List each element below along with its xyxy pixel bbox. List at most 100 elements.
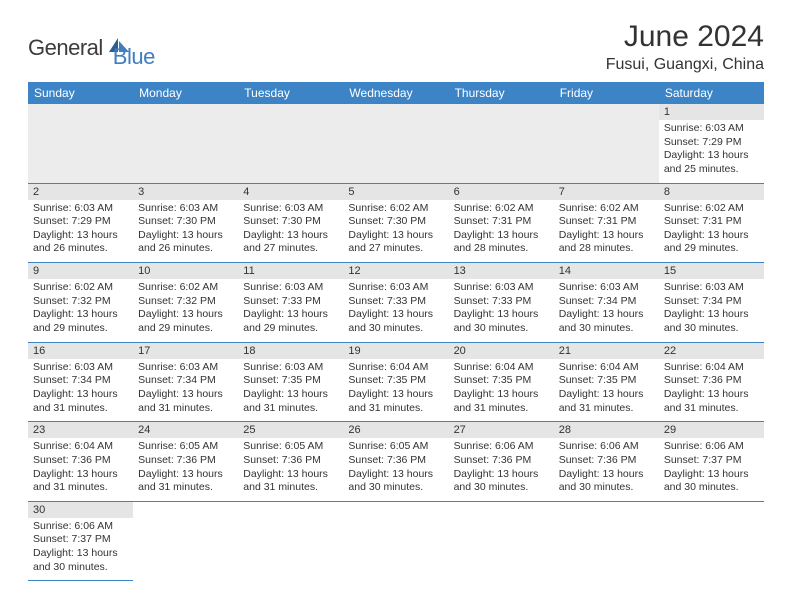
day-number: 19 [343,343,448,359]
day-number: 30 [28,502,133,518]
calendar-cell: 19Sunrise: 6:04 AMSunset: 7:35 PMDayligh… [343,342,448,422]
daylight-line: Daylight: 13 hours and 31 minutes. [454,388,549,415]
sunrise-line: Sunrise: 6:02 AM [138,281,233,295]
sunrise-line: Sunrise: 6:06 AM [454,440,549,454]
sunset-line: Sunset: 7:31 PM [559,215,654,229]
sunrise-line: Sunrise: 6:02 AM [33,281,128,295]
sunrise-line: Sunrise: 6:06 AM [559,440,654,454]
logo-text-general: General [28,35,103,61]
calendar-cell: 29Sunrise: 6:06 AMSunset: 7:37 PMDayligh… [659,422,764,502]
sunrise-line: Sunrise: 6:03 AM [664,122,759,136]
daylight-line: Daylight: 13 hours and 30 minutes. [454,468,549,495]
daylight-line: Daylight: 13 hours and 30 minutes. [454,308,549,335]
sunset-line: Sunset: 7:34 PM [33,374,128,388]
sunrise-line: Sunrise: 6:03 AM [243,361,338,375]
daylight-line: Daylight: 13 hours and 31 minutes. [559,388,654,415]
daylight-line: Daylight: 13 hours and 25 minutes. [664,149,759,176]
calendar-cell: 11Sunrise: 6:03 AMSunset: 7:33 PMDayligh… [238,263,343,343]
calendar-cell: 3Sunrise: 6:03 AMSunset: 7:30 PMDaylight… [133,183,238,263]
sunset-line: Sunset: 7:34 PM [559,295,654,309]
calendar-cell: 17Sunrise: 6:03 AMSunset: 7:34 PMDayligh… [133,342,238,422]
sunrise-line: Sunrise: 6:03 AM [138,202,233,216]
sunrise-line: Sunrise: 6:02 AM [348,202,443,216]
sunrise-line: Sunrise: 6:04 AM [664,361,759,375]
daylight-line: Daylight: 13 hours and 30 minutes. [664,468,759,495]
day-number: 16 [28,343,133,359]
daylight-line: Daylight: 13 hours and 30 minutes. [348,308,443,335]
day-number: 22 [659,343,764,359]
calendar-empty-cell [28,104,133,183]
sunrise-line: Sunrise: 6:03 AM [348,281,443,295]
sunset-line: Sunset: 7:36 PM [664,374,759,388]
sunrise-line: Sunrise: 6:03 AM [138,361,233,375]
day-number: 24 [133,422,238,438]
day-number: 5 [343,184,448,200]
daylight-line: Daylight: 13 hours and 30 minutes. [664,308,759,335]
daylight-line: Daylight: 13 hours and 27 minutes. [348,229,443,256]
sunset-line: Sunset: 7:33 PM [348,295,443,309]
daylight-line: Daylight: 13 hours and 26 minutes. [33,229,128,256]
dow-header: Tuesday [238,82,343,104]
calendar-cell: 20Sunrise: 6:04 AMSunset: 7:35 PMDayligh… [449,342,554,422]
sunset-line: Sunset: 7:30 PM [138,215,233,229]
sunrise-line: Sunrise: 6:03 AM [664,281,759,295]
day-number: 6 [449,184,554,200]
sunset-line: Sunset: 7:36 PM [559,454,654,468]
calendar-empty-cell [343,104,448,183]
day-number: 25 [238,422,343,438]
calendar-empty-cell [554,501,659,581]
dow-header: Friday [554,82,659,104]
calendar-cell: 1Sunrise: 6:03 AMSunset: 7:29 PMDaylight… [659,104,764,183]
sunrise-line: Sunrise: 6:02 AM [454,202,549,216]
sunset-line: Sunset: 7:35 PM [454,374,549,388]
sunset-line: Sunset: 7:29 PM [33,215,128,229]
day-number: 29 [659,422,764,438]
day-number: 7 [554,184,659,200]
location: Fusui, Guangxi, China [606,56,764,74]
sunrise-line: Sunrise: 6:03 AM [243,281,338,295]
daylight-line: Daylight: 13 hours and 30 minutes. [559,468,654,495]
sunrise-line: Sunrise: 6:05 AM [243,440,338,454]
day-number: 28 [554,422,659,438]
calendar-cell: 14Sunrise: 6:03 AMSunset: 7:34 PMDayligh… [554,263,659,343]
dow-header: Wednesday [343,82,448,104]
sunset-line: Sunset: 7:36 PM [243,454,338,468]
daylight-line: Daylight: 13 hours and 27 minutes. [243,229,338,256]
sunrise-line: Sunrise: 6:04 AM [559,361,654,375]
daylight-line: Daylight: 13 hours and 30 minutes. [348,468,443,495]
sunrise-line: Sunrise: 6:02 AM [664,202,759,216]
daylight-line: Daylight: 13 hours and 28 minutes. [559,229,654,256]
day-number: 4 [238,184,343,200]
sunset-line: Sunset: 7:35 PM [559,374,654,388]
day-number: 12 [343,263,448,279]
day-number: 14 [554,263,659,279]
daylight-line: Daylight: 13 hours and 31 minutes. [138,468,233,495]
calendar-empty-cell [238,501,343,581]
calendar-cell: 7Sunrise: 6:02 AMSunset: 7:31 PMDaylight… [554,183,659,263]
day-number: 18 [238,343,343,359]
calendar-cell: 15Sunrise: 6:03 AMSunset: 7:34 PMDayligh… [659,263,764,343]
dow-header: Monday [133,82,238,104]
calendar-cell: 6Sunrise: 6:02 AMSunset: 7:31 PMDaylight… [449,183,554,263]
calendar-empty-cell [449,501,554,581]
calendar-cell: 28 Sunrise: 6:06 AMSunset: 7:36 PMDayligh… [554,422,659,502]
sunset-line: Sunset: 7:35 PM [243,374,338,388]
calendar-cell: 27Sunrise: 6:06 AMSunset: 7:36 PMDayligh… [449,422,554,502]
daylight-line: Daylight: 13 hours and 30 minutes. [33,547,128,574]
daylight-line: Daylight: 13 hours and 26 minutes. [138,229,233,256]
daylight-line: Daylight: 13 hours and 31 minutes. [348,388,443,415]
daylight-line: Daylight: 13 hours and 31 minutes. [138,388,233,415]
sunset-line: Sunset: 7:36 PM [348,454,443,468]
calendar-empty-cell [133,501,238,581]
dow-header: Saturday [659,82,764,104]
daylight-line: Daylight: 13 hours and 29 minutes. [243,308,338,335]
day-number: 10 [133,263,238,279]
day-number: 13 [449,263,554,279]
sunset-line: Sunset: 7:31 PM [664,215,759,229]
day-number: 15 [659,263,764,279]
sunrise-line: Sunrise: 6:04 AM [454,361,549,375]
calendar-empty-cell [554,104,659,183]
sunset-line: Sunset: 7:33 PM [454,295,549,309]
calendar-cell: 22Sunrise: 6:04 AMSunset: 7:36 PMDayligh… [659,342,764,422]
sunset-line: Sunset: 7:30 PM [243,215,338,229]
